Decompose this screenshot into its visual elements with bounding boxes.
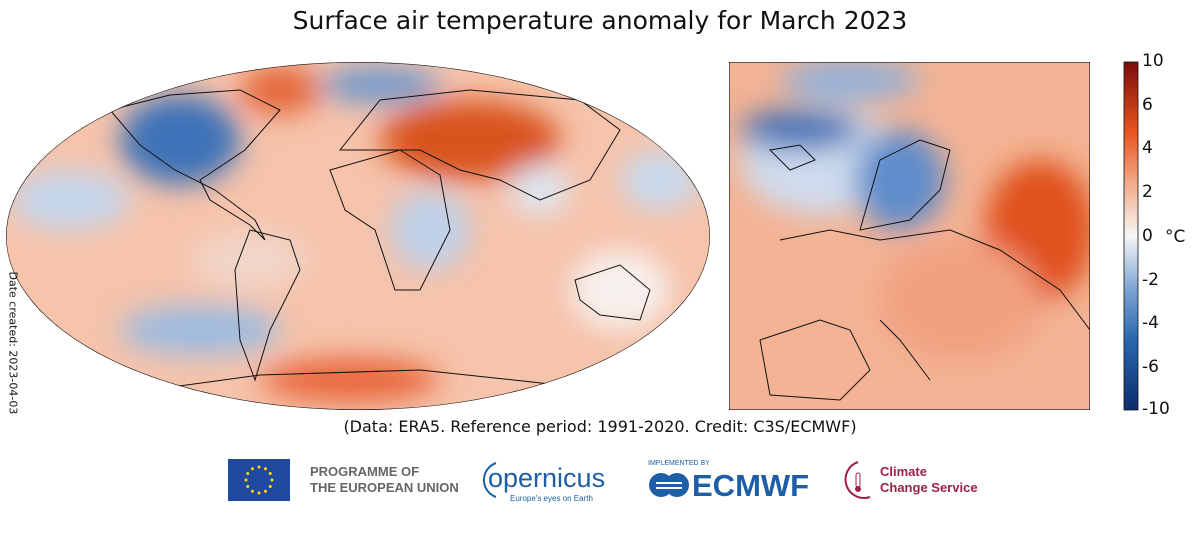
colorbar-tick: -6 bbox=[1142, 357, 1159, 377]
eu-star bbox=[257, 491, 261, 495]
eu-flag-logo bbox=[228, 459, 290, 501]
copernicus-tagline: Europe's eyes on Earth bbox=[510, 494, 593, 503]
date-created: Date created: 2023-04-03 bbox=[6, 271, 20, 415]
colorbar-tick: 10 bbox=[1142, 51, 1164, 71]
eu-line-2: THE EUROPEAN UNION bbox=[310, 480, 459, 495]
colorbar-tick: 0 bbox=[1142, 226, 1153, 246]
colorbar-tick: -4 bbox=[1142, 313, 1159, 333]
thermometer-cloud-icon bbox=[844, 461, 871, 499]
europe-map bbox=[729, 62, 1090, 410]
eu-star bbox=[268, 472, 272, 475]
colorbar-tick: -10 bbox=[1142, 399, 1170, 419]
ecmwf-symbol-icon bbox=[649, 473, 689, 497]
eu-star bbox=[257, 465, 261, 469]
colorbar-unit: °C bbox=[1165, 227, 1186, 247]
eu-star bbox=[251, 489, 254, 493]
colorbar-tick: 4 bbox=[1142, 138, 1153, 158]
credit-line: (Data: ERA5. Reference period: 1991-2020… bbox=[343, 417, 857, 436]
ecmwf-logo: ECMWF bbox=[692, 468, 810, 503]
colorbar-tick: 2 bbox=[1142, 182, 1153, 202]
eu-star bbox=[251, 467, 254, 471]
copernicus-arc-icon bbox=[482, 462, 497, 498]
eu-star bbox=[270, 478, 274, 482]
colorbar-tick: -2 bbox=[1142, 270, 1159, 290]
colorbar-tick: 6 bbox=[1142, 95, 1153, 115]
eu-programme-text: PROGRAMME OF THE EUROPEAN UNION bbox=[310, 464, 459, 496]
c3s-line-1: Climate bbox=[880, 464, 927, 479]
implemented-by: IMPLEMENTED BY bbox=[648, 460, 710, 467]
eu-star bbox=[264, 467, 267, 471]
eu-star bbox=[246, 472, 250, 475]
global-map bbox=[6, 62, 710, 410]
c3s-text: Climate Change Service bbox=[880, 464, 978, 496]
eu-star bbox=[244, 478, 248, 482]
eu-line-1: PROGRAMME OF bbox=[310, 464, 420, 479]
c3s-line-2: Change Service bbox=[880, 480, 978, 495]
colorbar bbox=[1123, 61, 1139, 411]
eu-star bbox=[264, 489, 267, 493]
eu-star bbox=[246, 485, 250, 488]
eu-star bbox=[268, 485, 272, 488]
copernicus-logo: opernicus bbox=[488, 463, 606, 493]
figure-title: Surface air temperature anomaly for Marc… bbox=[292, 6, 908, 35]
